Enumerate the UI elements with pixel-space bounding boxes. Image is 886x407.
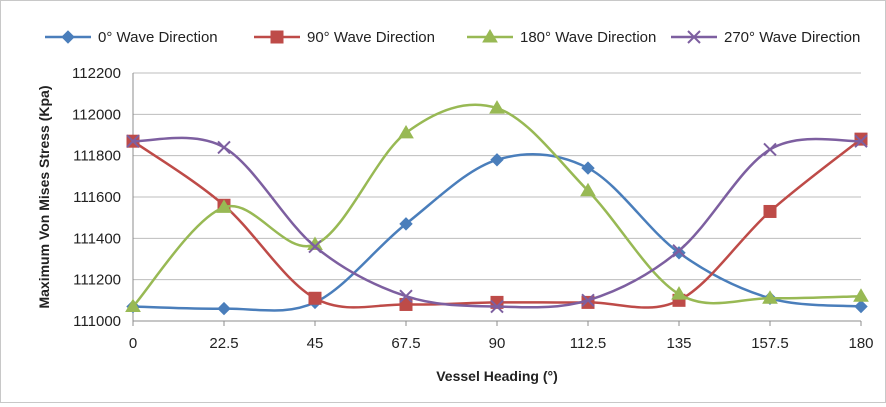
data-point (126, 134, 140, 148)
y-tick-label: 111000 (73, 313, 121, 330)
data-point (672, 244, 686, 258)
legend: 0° Wave Direction 90° Wave Direction 180° … (45, 29, 860, 46)
legend-marker (61, 30, 75, 44)
x-axis-title: Vessel Heading (°) (436, 368, 558, 384)
data-point (125, 298, 141, 313)
data-point (308, 239, 322, 254)
data-point (490, 299, 504, 314)
y-tick-label: 111800 (73, 148, 121, 165)
data-point (580, 182, 596, 197)
x-tick-label: 112.5 (570, 335, 606, 352)
x-tick-label: 90 (489, 335, 506, 352)
legend-item: 0° Wave Direction (45, 29, 218, 46)
x-axis-ticks: 0 22.5 45 67.5 90 112.5 135 157.5 180 (129, 321, 874, 352)
x-tick-label: 67.5 (391, 335, 420, 352)
data-point (399, 217, 413, 231)
legend-marker (687, 30, 701, 44)
data-point (762, 290, 778, 304)
x-tick-label: 22.5 (209, 335, 238, 352)
x-tick-label: 157.5 (751, 335, 789, 352)
y-tick-label: 111200 (73, 272, 121, 289)
data-point (581, 161, 595, 175)
y-tick-label: 112000 (72, 106, 121, 123)
data-point (308, 291, 322, 305)
x-tick-label: 45 (307, 335, 324, 352)
data-point (853, 288, 869, 302)
data-point (217, 301, 231, 316)
series-0 (126, 152, 868, 316)
y-tick-label: 111400 (73, 230, 121, 247)
data-point (671, 286, 687, 300)
y-axis-title: Maximum Von Mises Stress (Kpa) (36, 85, 52, 308)
x-tick-label: 135 (666, 335, 691, 352)
data-point (398, 124, 414, 139)
data-point (216, 199, 232, 213)
series-2 (125, 100, 869, 313)
legend-item: 90° Wave Direction (254, 29, 435, 46)
legend-marker (270, 30, 284, 44)
legend-label: 270° Wave Direction (724, 29, 860, 46)
data-point (854, 299, 868, 314)
y-axis-ticks: 111000 111200 111400 111600 111800 112000 1122… (72, 65, 121, 330)
data-point (399, 289, 413, 303)
data-point (489, 100, 505, 114)
series-line (132, 103, 862, 308)
series-line (132, 152, 862, 312)
legend-label: 180° Wave Direction (520, 29, 656, 46)
data-point (854, 134, 868, 148)
series-3 (126, 134, 868, 314)
series-layer (125, 100, 869, 316)
data-point (217, 140, 231, 155)
x-tick-label: 0 (129, 335, 137, 352)
legend-item: 180° Wave Direction (467, 29, 656, 46)
data-point (763, 142, 777, 157)
data-point (399, 297, 413, 311)
data-point (581, 293, 595, 308)
legend-item: 270° Wave Direction (671, 29, 860, 46)
data-point (490, 153, 504, 167)
x-tick-label: 180 (848, 335, 873, 352)
data-point (854, 132, 868, 146)
legend-label: 90° Wave Direction (307, 29, 435, 46)
legend-label: 0° Wave Direction (98, 29, 218, 46)
y-tick-label: 111600 (73, 189, 121, 206)
data-point (763, 204, 777, 218)
legend-marker (482, 29, 498, 43)
y-tick-label: 112200 (72, 65, 121, 82)
